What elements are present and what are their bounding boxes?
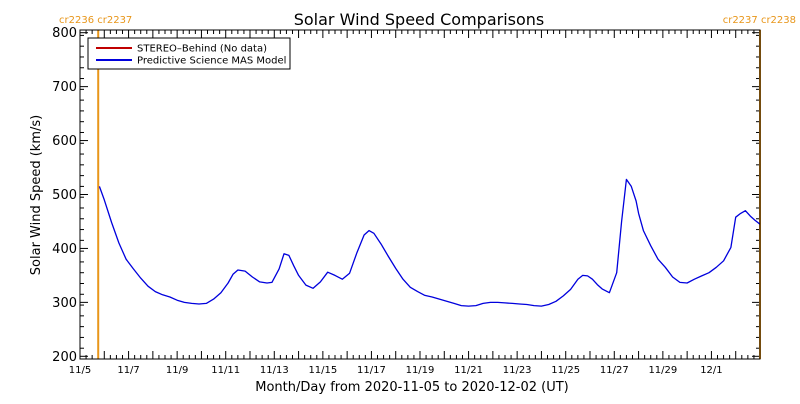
x-tick-label: 11/19: [406, 365, 435, 376]
chart-title: Solar Wind Speed Comparisons: [294, 10, 545, 29]
series-line-1: [98, 178, 761, 307]
x-tick-label: 11/21: [454, 365, 483, 376]
y-tick-label: 500: [52, 188, 77, 203]
x-tick-label: 11/25: [551, 365, 580, 376]
x-axis-ticks: 11/5 11/7 11/9 11/11 11/13 11/15 11/17 11/19 11/…: [69, 30, 761, 376]
x-tick-label: 11/27: [600, 365, 629, 376]
legend-label-mas-model: Predictive Science MAS Model: [137, 56, 286, 67]
y-axis-label: Solar Wind Speed (km/s): [29, 115, 44, 275]
x-tick-label: 11/29: [648, 365, 677, 376]
series-lines: [98, 178, 761, 307]
y-tick-label: 300: [52, 296, 77, 311]
y-tick-label: 800: [52, 26, 77, 41]
x-tick-label: 11/5: [69, 365, 91, 376]
x-tick-label: 11/17: [357, 365, 386, 376]
carrington-markers: [97, 30, 761, 359]
y-tick-label: 200: [52, 350, 77, 365]
legend-box: [87, 37, 291, 70]
legend-label-stereo-behind: STEREO–Behind (No data): [137, 44, 267, 55]
x-tick-label: 11/23: [503, 365, 532, 376]
carrington-label-right: cr2237 cr2238: [723, 15, 796, 26]
x-tick-label: 11/13: [260, 365, 289, 376]
x-tick-label: 11/9: [166, 365, 188, 376]
y-tick-label: 700: [52, 80, 77, 95]
legend: STEREO–Behind (No data) Predictive Scien…: [87, 37, 291, 70]
carrington-label-left: cr2236 cr2237: [59, 15, 132, 26]
y-tick-label: 400: [52, 242, 77, 257]
x-tick-label: 11/15: [308, 365, 337, 376]
x-tick-label: 12/1: [700, 365, 722, 376]
plot-frame: [79, 29, 761, 360]
y-tick-label: 600: [52, 134, 77, 149]
y-axis-ticks: 200 300 400 500 600 700 800: [52, 26, 760, 365]
x-tick-label: 11/11: [211, 365, 240, 376]
x-tick-label: 11/7: [117, 365, 139, 376]
x-axis-label: Month/Day from 2020-11-05 to 2020-12-02 …: [255, 380, 568, 395]
